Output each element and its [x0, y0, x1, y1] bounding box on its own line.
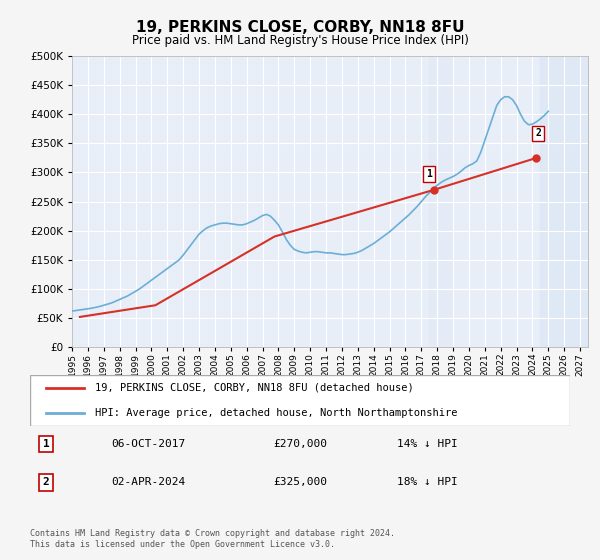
Bar — [541, 56, 588, 347]
Text: 06-OCT-2017: 06-OCT-2017 — [111, 439, 185, 449]
Text: Contains HM Land Registry data © Crown copyright and database right 2024.
This d: Contains HM Land Registry data © Crown c… — [30, 529, 395, 549]
Text: £325,000: £325,000 — [273, 477, 327, 487]
Text: 1: 1 — [43, 439, 50, 449]
Text: HPI: Average price, detached house, North Northamptonshire: HPI: Average price, detached house, Nort… — [95, 408, 457, 418]
Text: 2: 2 — [43, 477, 50, 487]
FancyBboxPatch shape — [30, 375, 570, 426]
Text: 14% ↓ HPI: 14% ↓ HPI — [397, 439, 458, 449]
Text: £270,000: £270,000 — [273, 439, 327, 449]
Text: 2: 2 — [535, 128, 541, 138]
Text: 18% ↓ HPI: 18% ↓ HPI — [397, 477, 458, 487]
Text: Price paid vs. HM Land Registry's House Price Index (HPI): Price paid vs. HM Land Registry's House … — [131, 34, 469, 46]
Text: 19, PERKINS CLOSE, CORBY, NN18 8FU: 19, PERKINS CLOSE, CORBY, NN18 8FU — [136, 20, 464, 35]
Text: 02-APR-2024: 02-APR-2024 — [111, 477, 185, 487]
Bar — [429, 56, 453, 347]
Text: 19, PERKINS CLOSE, CORBY, NN18 8FU (detached house): 19, PERKINS CLOSE, CORBY, NN18 8FU (deta… — [95, 383, 413, 393]
Text: 1: 1 — [426, 169, 431, 179]
